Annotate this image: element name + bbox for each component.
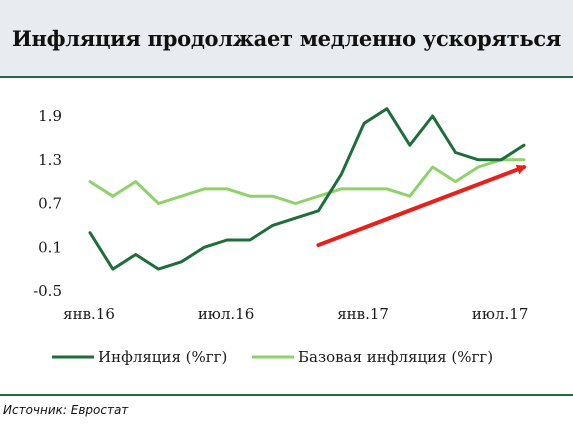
legend-label: Инфляция (%гг) <box>98 348 227 366</box>
y-tick-label: 1.3 <box>38 151 62 169</box>
inflation-series-line <box>88 107 526 271</box>
y-axis: 1.9 1.3 0.7 0.1 -0.5 <box>33 107 62 300</box>
x-tick-label: янв.16 <box>63 305 115 323</box>
y-tick-label: 0.1 <box>38 238 62 256</box>
chart-title: Инфляция продолжает медленно ускоряться <box>11 26 562 51</box>
x-axis: янв.16 июл.16 янв.17 июл.17 <box>63 305 528 323</box>
x-tick-label: янв.17 <box>337 305 389 323</box>
core-inflation-series-line <box>88 158 526 205</box>
series-layer <box>88 107 526 271</box>
y-tick-label: 1.9 <box>38 107 62 125</box>
bottom-divider <box>0 394 573 396</box>
trend-arrow <box>316 164 527 248</box>
line-chart: 1.9 1.3 0.7 0.1 -0.5 янв.16 июл.16 янв.17 июл.1… <box>33 107 528 366</box>
top-divider <box>0 76 573 78</box>
source-note: Источник: Евростат <box>3 403 129 417</box>
trend-arrow-layer <box>316 164 527 248</box>
y-tick-label: 0.7 <box>38 195 62 213</box>
y-tick-label: -0.5 <box>33 282 62 300</box>
x-tick-label: июл.17 <box>472 305 528 323</box>
legend-label: Базовая инфляция (%гг) <box>298 348 493 366</box>
legend: Инфляция (%гг) Базовая инфляция (%гг) <box>52 348 493 366</box>
x-tick-label: июл.16 <box>198 305 254 323</box>
chart-header <box>0 0 573 76</box>
